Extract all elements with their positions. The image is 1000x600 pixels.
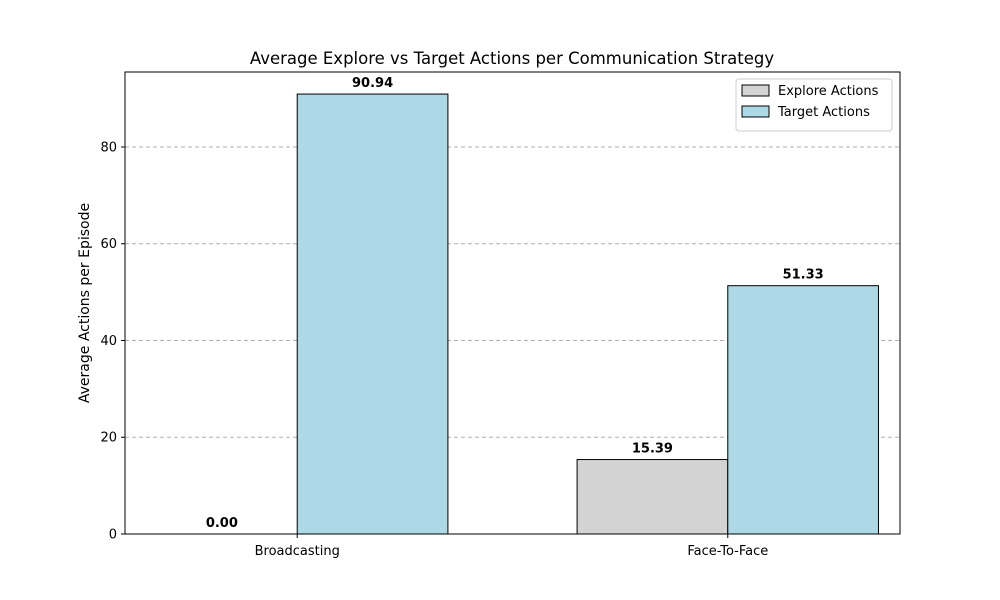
y-tick-label-20: 20 — [100, 431, 117, 446]
bar-target-actions-1 — [727, 285, 879, 535]
legend-label-explore-actions: Explore Actions — [778, 84, 879, 99]
legend-swatch-explore-actions — [741, 84, 770, 97]
legend-box — [735, 78, 893, 132]
y-axis-title: Average Actions per Episode — [77, 203, 93, 403]
bar-explore-actions-1 — [576, 459, 729, 535]
plot-frame — [124, 71, 901, 535]
x-tick-label-face-to-face: Face-To-Face — [687, 544, 768, 559]
legend-label-target-actions: Target Actions — [777, 105, 870, 120]
chart-title: Average Explore vs Target Actions per Co… — [250, 49, 774, 68]
x-tick-label-broadcasting: Broadcasting — [255, 544, 340, 559]
bar-value-labels: 0.00 15.39 90.94 51.33 — [206, 76, 824, 531]
bar-label-explore-actions-1: 15.39 — [632, 442, 673, 457]
bar-label-target-actions-0: 90.94 — [352, 76, 393, 91]
y-tick-label-60: 60 — [100, 237, 117, 252]
legend: Explore Actions Target Actions — [735, 78, 893, 132]
y-tick-label-80: 80 — [100, 140, 117, 155]
bar-target-actions-0 — [296, 93, 449, 535]
legend-swatch-target-actions — [741, 105, 770, 118]
bar-label-explore-actions-0: 0.00 — [206, 516, 238, 531]
y-tick-label-0: 0 — [109, 528, 117, 543]
y-tick-label-40: 40 — [100, 334, 117, 349]
bars — [296, 93, 879, 535]
bar-label-target-actions-1: 51.33 — [783, 268, 824, 283]
axis-ticks: 0 20 40 60 80 Broadcasting Face-To-Face — [100, 140, 768, 559]
